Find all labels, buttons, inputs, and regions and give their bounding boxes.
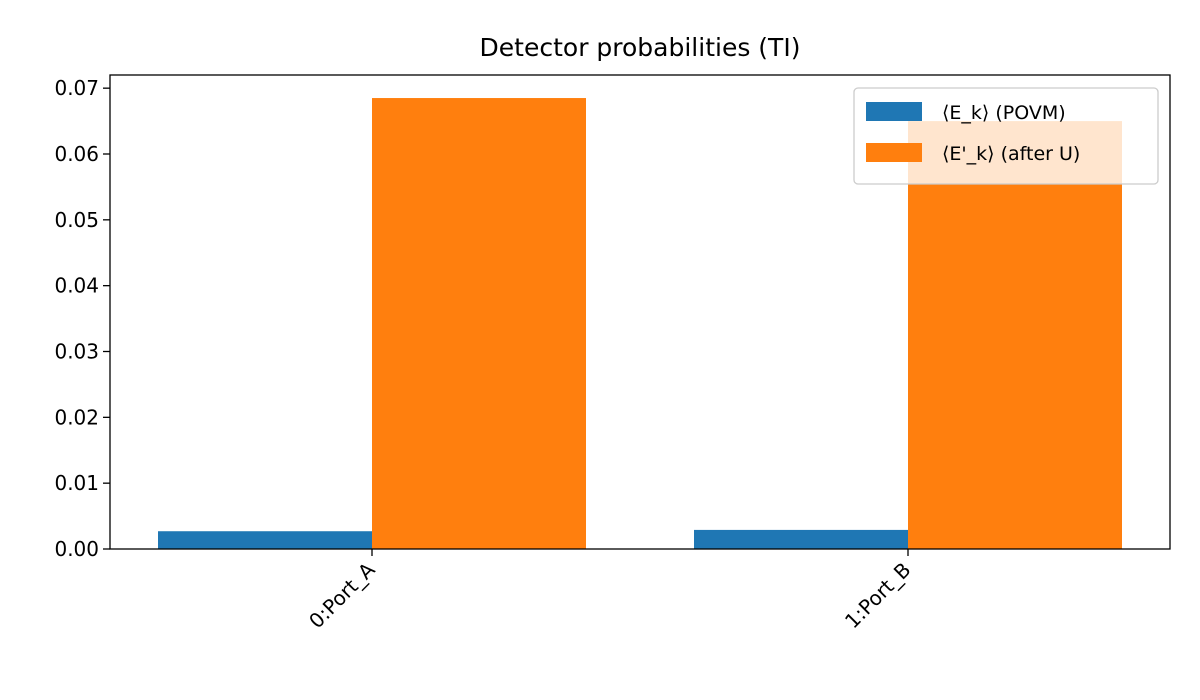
- y-tick-label: 0.04: [54, 274, 99, 298]
- legend: ⟨E_k⟩ (POVM) ⟨E'_k⟩ (after U): [853, 87, 1159, 185]
- bar-after-u-0: [372, 98, 586, 550]
- legend-label: ⟨E'_k⟩ (after U): [942, 143, 1080, 165]
- bars-group: [158, 98, 1122, 550]
- y-tick-label: 0.03: [54, 340, 99, 364]
- legend-box: [853, 87, 1159, 185]
- plot-frame: [109, 74, 1171, 550]
- bar-povm-1: [694, 529, 908, 549]
- x-tick-label: 0:Port_A: [304, 557, 380, 633]
- bar-povm-0: [158, 531, 372, 549]
- y-tick-label: 0.05: [54, 208, 99, 232]
- legend-label: ⟨E_k⟩ (POVM): [942, 102, 1066, 124]
- y-tick-label: 0.01: [54, 471, 99, 495]
- legend-swatch: [866, 143, 922, 162]
- y-tick-label: 0.00: [54, 537, 99, 561]
- y-axis: 0.00 0.01 0.02 0.03 0.04 0.05 0.06 0.07: [54, 76, 110, 561]
- x-axis: 0:Port_A 1:Port_B: [304, 549, 916, 633]
- y-tick-label: 0.02: [54, 405, 99, 429]
- y-tick-label: 0.06: [54, 142, 99, 166]
- y-tick-label: 0.07: [54, 76, 99, 100]
- legend-swatch: [866, 102, 922, 121]
- x-tick-label: 1:Port_B: [840, 558, 916, 634]
- chart-title: Detector probabilities (TI): [480, 33, 801, 62]
- bar-after-u-1: [908, 121, 1122, 549]
